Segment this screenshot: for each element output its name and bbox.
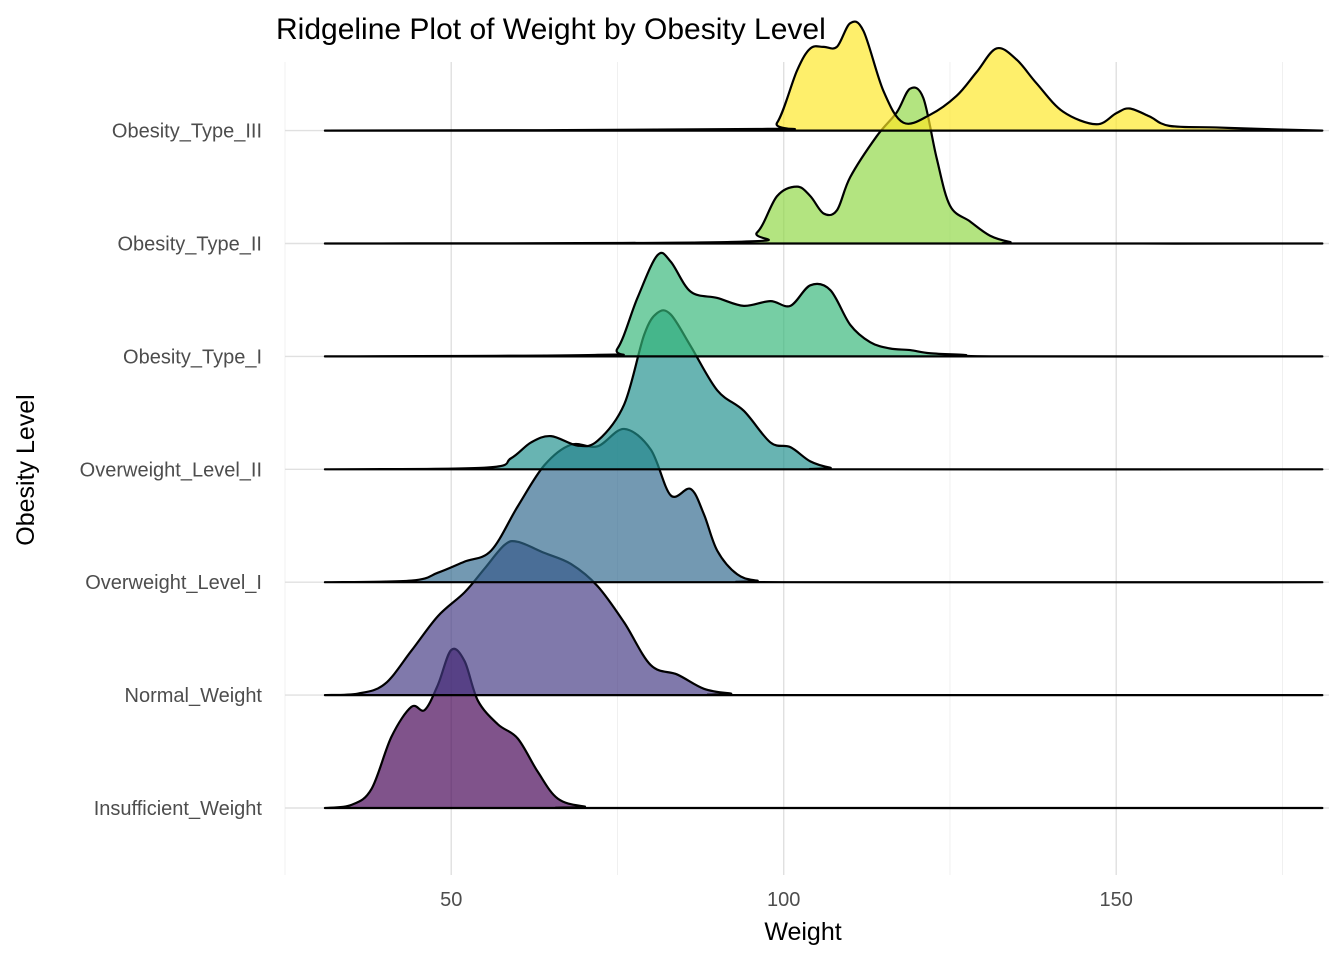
x-tick-labels: 50 100 150: [440, 889, 1133, 911]
x-tick-label: 50: [440, 889, 462, 911]
y-tick-label: Obesity_Type_I: [123, 346, 262, 368]
y-tick-label: Overweight_Level_II: [80, 459, 262, 481]
x-tick-label: 100: [767, 889, 800, 911]
chart-title: Ridgeline Plot of Weight by Obesity Leve…: [276, 13, 826, 46]
x-tick-label: 150: [1100, 889, 1133, 911]
ridge-obesity-type-iii: [323, 20, 1324, 132]
y-tick-label: Overweight_Level_I: [85, 572, 262, 594]
ridge-obesity-type-i: [323, 251, 1324, 358]
ridge-overweight-level-i: [323, 427, 1324, 584]
x-axis-title: Weight: [764, 918, 841, 946]
ridges: [323, 20, 1324, 810]
y-tick-label: Obesity_Type_III: [112, 121, 262, 143]
y-tick-label: Obesity_Type_II: [117, 234, 262, 256]
y-axis-title: Obesity Level: [12, 394, 40, 545]
y-tick-label: Insufficient_Weight: [94, 798, 263, 820]
ridge-insufficient-weight: [323, 647, 1324, 810]
y-tick-labels: Insufficient_Weight Normal_Weight Overweig…: [80, 121, 263, 820]
y-tick-label: Normal_Weight: [125, 685, 263, 707]
